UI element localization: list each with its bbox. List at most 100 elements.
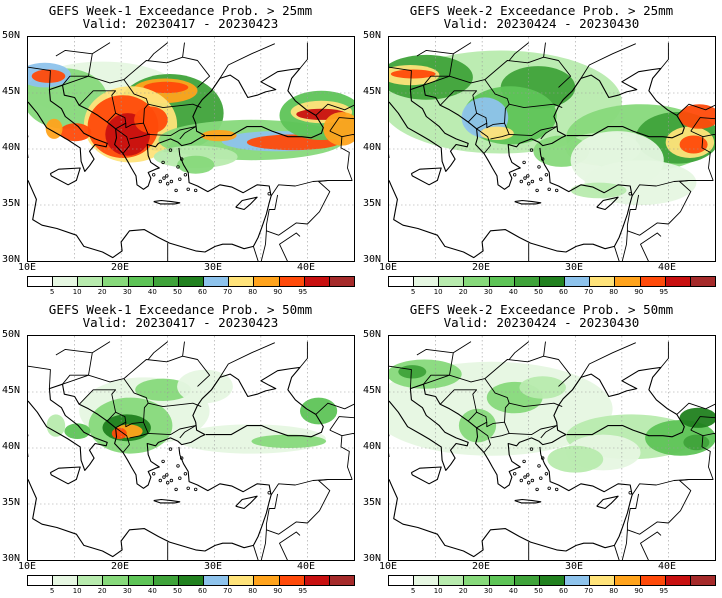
coastline [389,155,633,259]
island [186,187,190,191]
colorbar-label: 5 [410,587,416,595]
country-border [62,75,89,86]
coastline [28,155,272,259]
country-border [299,42,308,69]
colorbar-swatch [539,277,566,286]
country-border [315,103,354,116]
country-border [476,122,510,140]
island [165,174,169,178]
colorbar-label: 30 [122,288,132,296]
island [522,160,526,165]
colorbar-label: 90 [273,288,283,296]
colorbar-label: 90 [273,587,283,595]
probability-field [300,397,338,425]
lat-label: 35N [363,198,382,209]
lat-label: 50N [2,329,21,340]
coastline [28,84,108,172]
colorbar-label: 80 [609,587,619,595]
map-canvas [389,336,715,560]
lat-label: 45N [2,385,21,396]
colorbar-label: 70 [584,288,594,296]
country-border [660,341,669,368]
country-border [55,348,93,356]
coastline [422,67,685,190]
lat-label: 50N [2,30,21,41]
country-border [148,126,196,137]
colorbar-swatch [590,277,616,286]
country-border [55,49,93,57]
colorbar-swatch [128,277,154,286]
island [540,157,545,161]
island [176,165,180,169]
country-border [62,374,89,385]
probability-field [390,69,436,79]
lat-label: 45N [363,385,382,396]
map-canvas [28,37,354,261]
colorbar-swatch [28,277,54,286]
colorbar-swatch [78,576,104,585]
colorbar-swatch [103,277,129,286]
country-border [508,341,529,360]
colorbar-swatch [53,576,79,585]
country-border [115,427,130,453]
country-border [123,378,149,423]
probability-field [584,160,697,205]
island [535,188,539,193]
island [161,160,165,165]
island [162,176,166,180]
island [183,472,188,476]
colorbar-label: 10 [433,288,443,296]
island [158,478,162,483]
colorbar [27,276,355,287]
coastline [422,366,685,489]
island [162,475,166,479]
probability-field [134,106,168,134]
colorbar-swatch [439,277,465,286]
coastline [153,498,181,504]
colorbar-swatch [539,576,566,585]
colorbar-label: 50 [173,288,182,296]
country-border [476,421,510,439]
colorbar-swatch [178,576,205,585]
island [176,464,180,468]
map-panel-week2-50mm: GEFS Week-2 Exceedance Prob. > 50mm Valid… [361,299,722,598]
colorbar-label: 40 [147,288,157,296]
country-border [62,355,211,387]
island [193,487,198,492]
colorbar-swatch [229,277,255,286]
island [544,472,549,476]
country-border [78,389,117,422]
country-border [123,79,149,124]
country-border [182,341,185,357]
colorbar-label: 80 [248,587,258,595]
colorbar-label: 30 [483,288,493,296]
island [168,447,173,451]
probability-field [46,414,66,437]
colorbar-swatch [489,576,515,585]
country-border [476,128,491,154]
coastline [389,84,469,172]
lon-label: 40E [297,262,316,273]
colorbar-swatch [128,576,154,585]
colorbar [388,575,716,586]
country-border [62,56,211,88]
island [267,491,271,495]
probability-field [64,423,91,439]
colorbar-label: 70 [223,288,233,296]
island [526,480,531,485]
island [512,472,517,476]
colorbar-labels: 5 10 20 30 40 50 60 70 80 90 95 [27,587,355,596]
country-border [613,545,620,560]
colorbar-label: 95 [659,288,669,296]
island [168,148,173,152]
lat-label: 45N [2,86,21,97]
island [169,478,174,483]
island [174,487,178,492]
country-border [28,66,51,90]
island [158,179,162,184]
country-border [115,122,149,140]
country-border [389,365,412,389]
island [161,459,165,464]
probability-field [59,123,92,142]
country-border [509,402,563,408]
